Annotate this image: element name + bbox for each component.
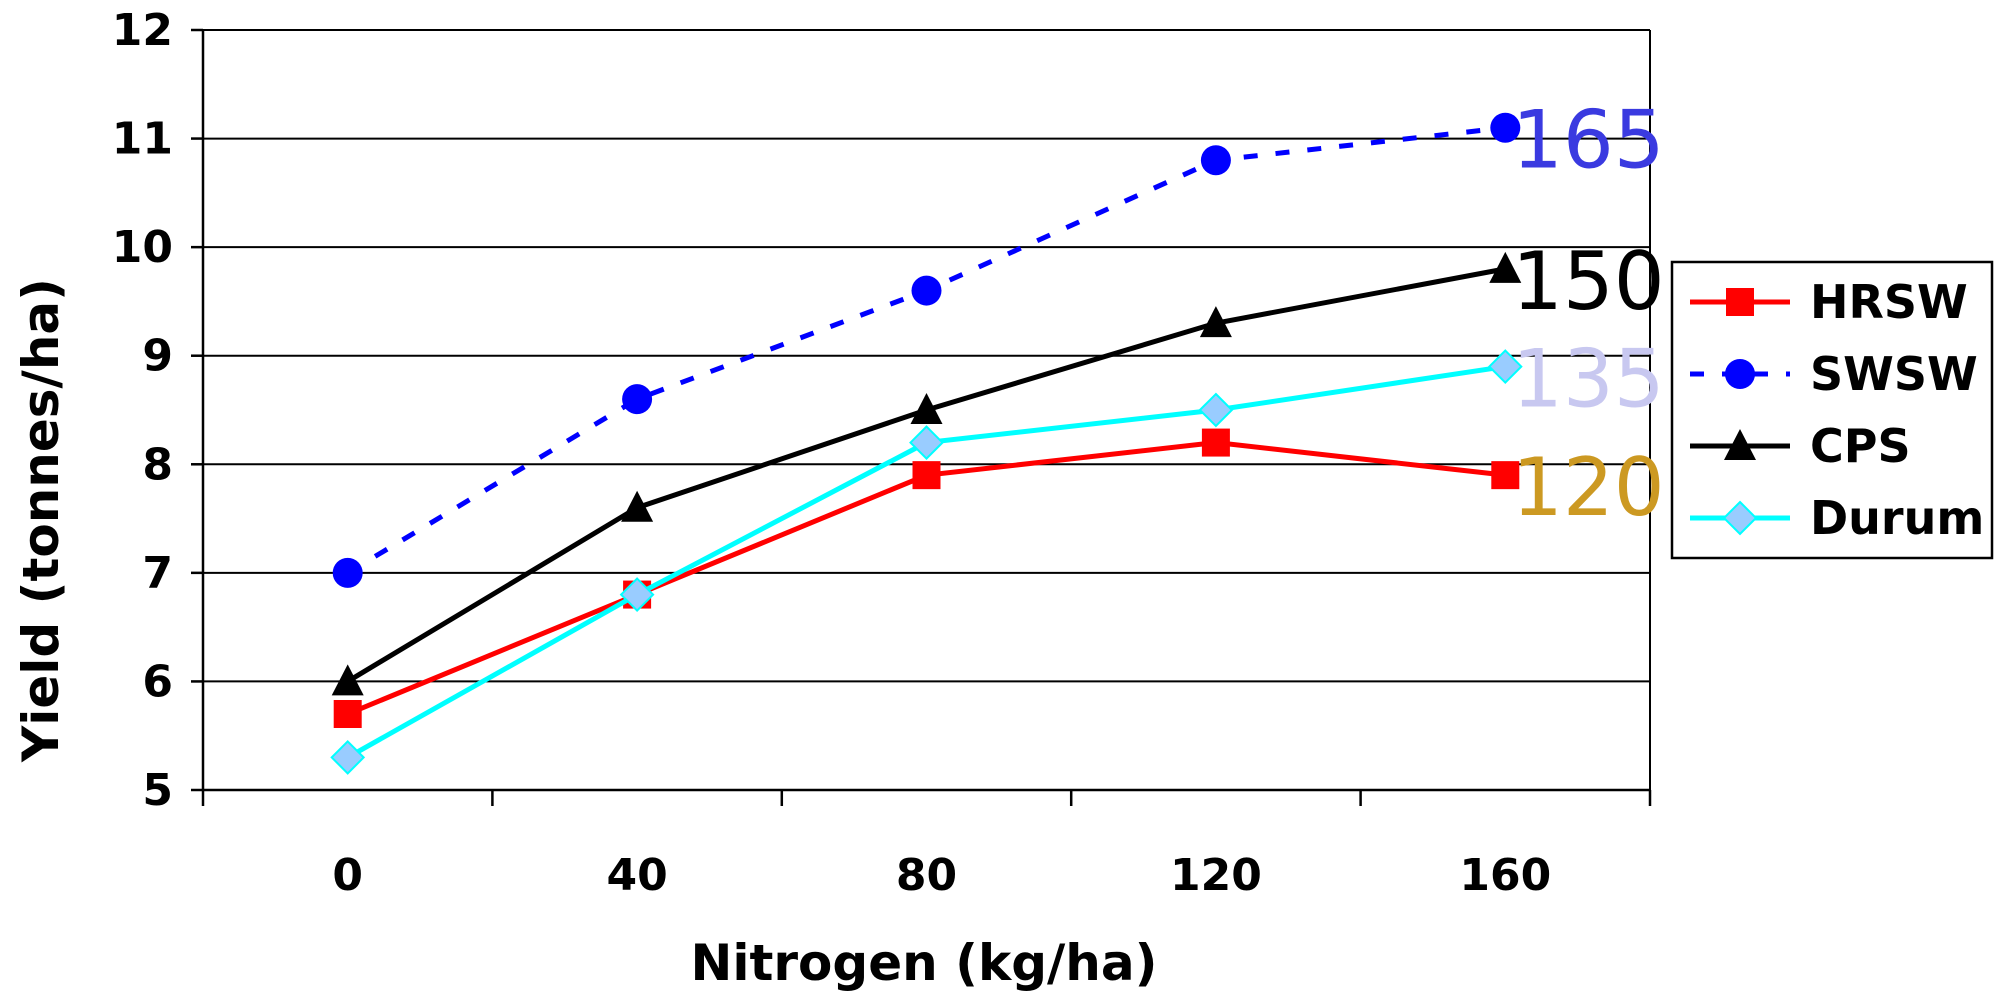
legend-label: CPS — [1810, 419, 1911, 473]
y-tick-label: 10 — [112, 222, 173, 273]
legend-marker — [1722, 500, 1758, 536]
y-tick-label: 6 — [142, 656, 173, 707]
point-swsw — [1200, 145, 1231, 176]
y-tick-label: 11 — [112, 114, 173, 165]
legend-label: HRSW — [1810, 275, 1968, 329]
end-label-durum: 135 — [1512, 333, 1665, 426]
x-tick-label: 120 — [1170, 850, 1262, 901]
y-axis-title: Yield (tonnes/ha) — [12, 278, 70, 763]
point-swsw — [622, 384, 653, 415]
point-swsw — [332, 557, 363, 588]
end-label-swsw: 165 — [1512, 94, 1665, 187]
point-cps — [331, 664, 364, 696]
legend-item-durum: Durum — [1690, 491, 1984, 545]
point-cps — [1489, 251, 1522, 283]
point-cps — [910, 393, 943, 424]
legend-marker — [1726, 288, 1754, 316]
point-cps — [1199, 306, 1232, 338]
gridlines — [203, 29, 1650, 791]
legend-marker — [1725, 359, 1755, 389]
point-cps — [621, 490, 654, 522]
y-tick-label: 9 — [142, 331, 173, 382]
series-line-swsw — [346, 125, 1506, 576]
point-hrsw — [1201, 428, 1230, 457]
legend-item-hrsw: HRSW — [1690, 275, 1968, 329]
point-durum — [1198, 392, 1234, 428]
series-cps — [331, 251, 1522, 696]
legend-label: Durum — [1810, 491, 1984, 545]
point-durum — [1487, 349, 1523, 384]
legend-item-swsw: SWSW — [1690, 347, 1978, 401]
point-hrsw — [912, 461, 941, 490]
point-hrsw — [1491, 461, 1520, 490]
x-tick-label: 160 — [1459, 850, 1551, 901]
point-durum — [909, 425, 944, 460]
legend-item-cps: CPS — [1690, 419, 1911, 473]
point-durum — [619, 577, 655, 612]
point-swsw — [1490, 112, 1521, 143]
y-tick-label: 5 — [142, 765, 173, 816]
series-hrsw — [333, 428, 1520, 728]
legend: HRSW SWSW CPS Durum — [1670, 260, 1994, 560]
y-tick-label: 12 — [112, 5, 173, 56]
legend-label: SWSW — [1810, 347, 1978, 401]
point-durum — [330, 740, 366, 775]
point-swsw — [911, 275, 942, 306]
series-durum — [330, 349, 1523, 775]
end-label-hrsw: 120 — [1512, 441, 1665, 534]
x-tick-label: 0 — [332, 850, 363, 901]
legend-box — [1670, 260, 1994, 560]
x-tick-label: 40 — [606, 850, 667, 901]
series-swsw — [332, 112, 1521, 588]
series — [330, 112, 1523, 775]
x-axis-title: Nitrogen (kg/ha) — [691, 934, 1158, 992]
point-hrsw — [333, 700, 362, 728]
y-tick-label: 7 — [142, 548, 173, 599]
legend-marker — [1724, 429, 1756, 460]
x-tick-label: 80 — [896, 850, 957, 901]
y-tick-label: 8 — [142, 439, 173, 490]
end-label-cps: 150 — [1512, 235, 1665, 328]
